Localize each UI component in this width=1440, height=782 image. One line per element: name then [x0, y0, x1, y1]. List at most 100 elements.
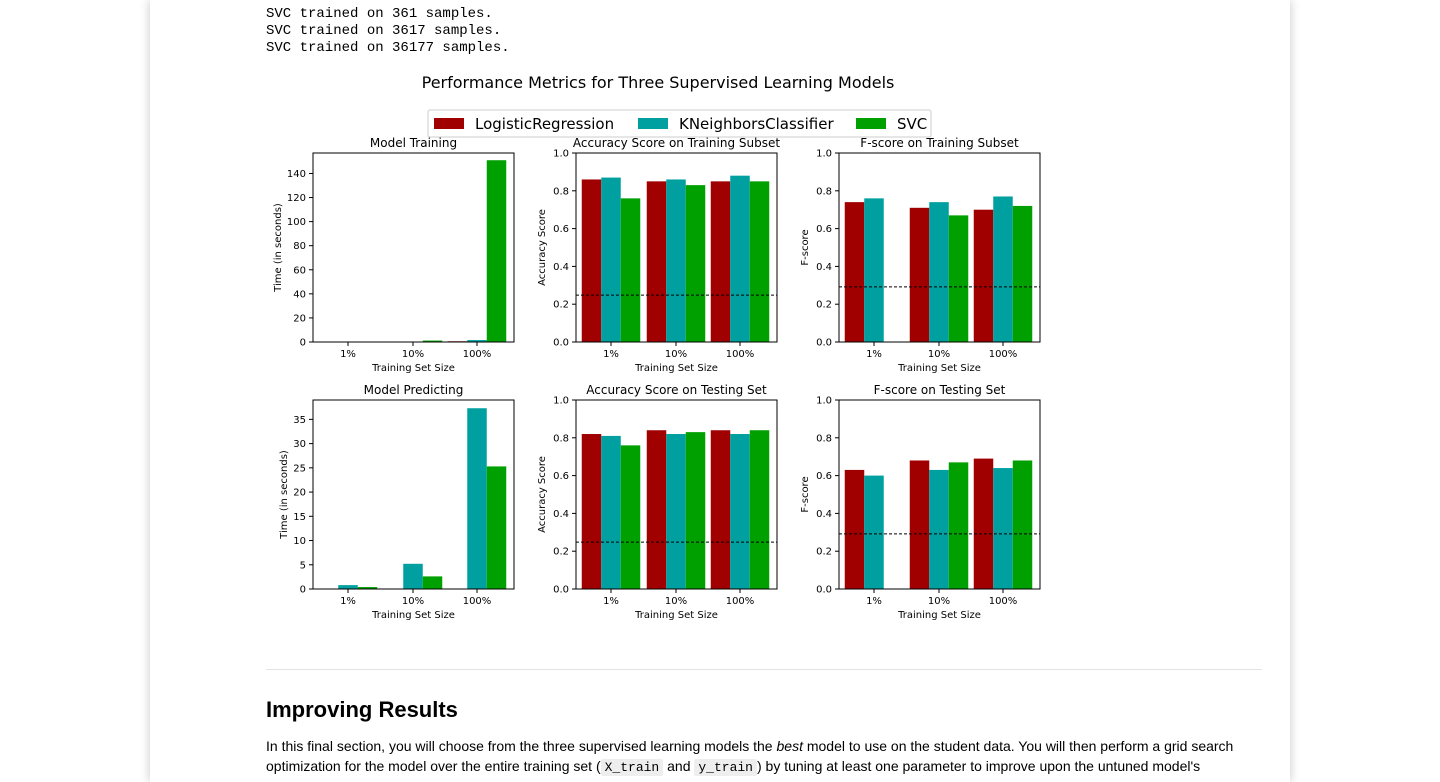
y-tick-label: 0.4 — [816, 262, 832, 273]
panel-title: F-score on Training Subset — [860, 136, 1019, 150]
y-tick-label: 80 — [293, 241, 306, 252]
chart-bar — [749, 430, 770, 589]
chart-bar — [1012, 205, 1033, 342]
chart-bar — [338, 585, 358, 589]
performance-figure: Performance Metrics for Three Supervised… — [266, 66, 1066, 632]
para-text: model to use on the student data. You wi… — [266, 738, 1234, 774]
chart-bar — [844, 202, 865, 342]
y-axis-label: Time (in seconds) — [279, 450, 290, 540]
x-tick-label: 10% — [928, 349, 950, 360]
y-tick-label: 0.2 — [553, 547, 569, 558]
x-tick-label: 10% — [402, 596, 424, 607]
x-tick-label: 10% — [928, 596, 950, 607]
y-tick-label: 20 — [293, 488, 306, 499]
chart-bar — [581, 434, 602, 589]
x-axis-label: Training Set Size — [634, 363, 718, 374]
inline-code-y-train: y_train — [694, 759, 757, 776]
output-line: SVC trained on 3617 samples. — [266, 23, 502, 39]
panel-title: F-score on Testing Set — [874, 383, 1006, 397]
y-tick-label: 100 — [287, 217, 306, 228]
x-tick-label: 1% — [340, 596, 356, 607]
y-axis-label: F-score — [800, 229, 811, 265]
chart-bar — [422, 576, 443, 589]
x-tick-label: 100% — [989, 596, 1018, 607]
chart-bar — [486, 466, 507, 589]
chart-bar — [993, 468, 1013, 589]
x-tick-label: 1% — [340, 349, 356, 360]
chart-bar — [973, 458, 994, 589]
y-tick-label: 0.8 — [816, 186, 832, 197]
section-divider — [266, 669, 1262, 670]
y-tick-label: 0.2 — [816, 547, 832, 558]
y-tick-label: 0 — [300, 585, 306, 596]
chart-bar — [666, 434, 686, 589]
chart-bar — [620, 198, 641, 342]
y-tick-label: 0.4 — [553, 262, 569, 273]
y-tick-label: 0.6 — [816, 471, 832, 482]
y-tick-label: 0.6 — [553, 224, 569, 235]
chart-bar — [730, 434, 750, 589]
y-tick-label: 120 — [287, 193, 306, 204]
output-line: SVC trained on 36177 samples. — [266, 40, 510, 56]
y-axis-label: Time (in seconds) — [273, 203, 284, 293]
legend-swatch — [856, 118, 886, 129]
x-axis-label: Training Set Size — [371, 610, 455, 621]
y-tick-label: 0.0 — [553, 585, 569, 596]
panel-title: Accuracy Score on Testing Set — [586, 383, 767, 397]
x-tick-label: 1% — [603, 596, 619, 607]
x-axis-label: Training Set Size — [897, 363, 981, 374]
y-tick-label: 0.0 — [816, 338, 832, 349]
chart-bar — [357, 587, 378, 589]
para-text: In this final section, you will choose f… — [266, 738, 777, 754]
panel-title: Model Predicting — [364, 383, 464, 397]
chart-bar — [486, 160, 507, 342]
y-tick-label: 30 — [293, 439, 306, 450]
chart-bar — [601, 177, 621, 342]
y-tick-label: 15 — [293, 512, 306, 523]
y-tick-label: 20 — [293, 313, 306, 324]
chart-bar — [909, 460, 930, 589]
x-tick-label: 1% — [866, 349, 882, 360]
y-axis-label: Accuracy Score — [537, 456, 548, 533]
x-tick-label: 1% — [603, 349, 619, 360]
x-tick-label: 10% — [402, 349, 424, 360]
chart-bar — [864, 198, 884, 342]
para-emphasis: best — [776, 738, 803, 754]
chart-bar — [730, 175, 750, 342]
y-tick-label: 0.8 — [553, 186, 569, 197]
y-axis-label: Accuracy Score — [537, 209, 548, 286]
chart-bar — [467, 340, 487, 342]
chart-bar — [929, 202, 949, 342]
performance-chart: Performance Metrics for Three Supervised… — [273, 73, 1041, 621]
y-tick-label: 10 — [293, 536, 306, 547]
chart-bar — [1012, 460, 1033, 589]
chart-suptitle: Performance Metrics for Three Supervised… — [422, 73, 895, 92]
legend-label: KNeighborsClassifier — [679, 115, 834, 133]
x-axis-label: Training Set Size — [371, 363, 455, 374]
para-text: ) by tuning at least one parameter to im… — [756, 758, 1201, 774]
x-tick-label: 100% — [726, 596, 755, 607]
chart-bar — [973, 209, 994, 342]
y-tick-label: 0.4 — [816, 509, 832, 520]
y-tick-label: 0.8 — [816, 433, 832, 444]
chart-bar — [948, 462, 969, 589]
chart-bar — [749, 181, 770, 342]
y-tick-label: 0.6 — [816, 224, 832, 235]
para-text: and — [663, 758, 695, 774]
chart-bar — [948, 215, 969, 342]
legend-box — [427, 109, 932, 138]
legend-label: SVC — [897, 115, 927, 133]
y-tick-label: 5 — [300, 560, 306, 571]
chart-bar — [403, 563, 423, 589]
output-line: SVC trained on 361 samples. — [266, 6, 493, 22]
chart-bar — [993, 196, 1013, 342]
section-paragraph: In this final section, you will choose f… — [266, 736, 1262, 778]
chart-bar — [929, 469, 949, 589]
legend-swatch — [434, 118, 464, 129]
chart-bar — [422, 340, 443, 342]
y-tick-label: 0.2 — [816, 300, 832, 311]
y-tick-label: 1.0 — [553, 396, 569, 407]
y-tick-label: 35 — [293, 415, 306, 426]
y-tick-label: 1.0 — [816, 396, 832, 407]
chart-bar — [710, 430, 731, 589]
